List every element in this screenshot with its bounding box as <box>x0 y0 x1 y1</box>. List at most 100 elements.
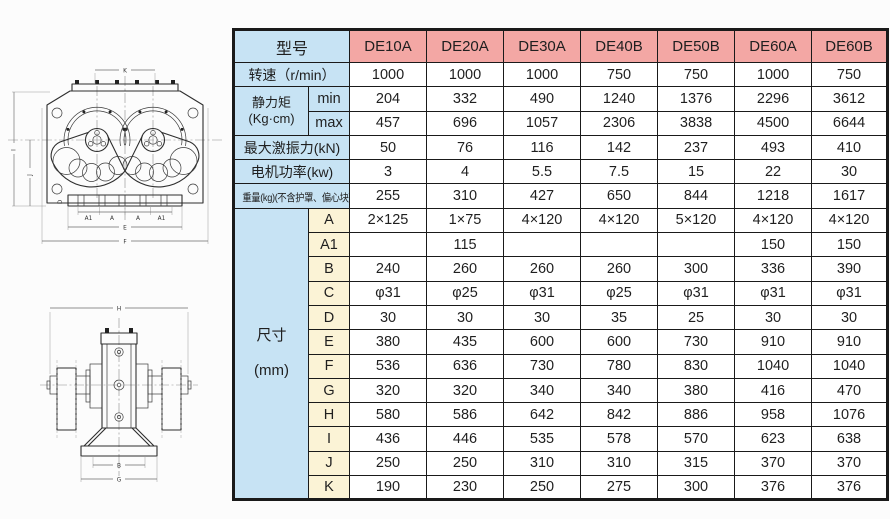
model-header-row: 型号 DE10A DE20A DE30A DE40B DE50B DE60A DE60B <box>232 29 889 63</box>
row-dim-k: K 190 230 250 275 300 376 376 <box>234 475 889 501</box>
dim-label-i: I <box>12 149 18 151</box>
value-static-moment-max-de10a: 457 <box>349 110 428 136</box>
value-dim-a1-de20a: 115 <box>426 232 505 258</box>
sub-label-dim-f: F <box>307 353 351 379</box>
value-dim-k-de10a: 190 <box>349 475 428 501</box>
value-dim-b-de60a: 336 <box>734 256 813 282</box>
row-motor-power: 电机功率(kw) 3 4 5.5 7.5 15 22 30 <box>232 159 889 185</box>
group-label-static-moment-min: 静力矩 (Kg·cm) <box>233 86 309 136</box>
value-dim-i-de50b: 570 <box>657 426 736 452</box>
value-dim-d-de40b: 35 <box>580 304 659 331</box>
sub-label-dim-g: G <box>307 377 351 404</box>
side-view-drawing: H B G <box>40 307 198 484</box>
value-dim-j-de30a: 310 <box>503 450 582 477</box>
value-dim-c-de20a: φ25 <box>426 280 505 306</box>
front-view-dimensions: K A1 A A A1 E F I J D <box>12 69 209 246</box>
value-dim-a-de20a: 1×75 <box>426 207 505 234</box>
value-weight-de50b: 844 <box>657 183 736 209</box>
right-eccentric-rotor <box>119 106 200 188</box>
label-motor-power: 电机功率(kw) <box>232 159 351 185</box>
value-max-exciting-force-de40b: 142 <box>580 134 659 161</box>
sub-label-dim-d: D <box>307 304 351 331</box>
value-dim-k-de30a: 250 <box>503 475 582 501</box>
value-dim-a1-de30a <box>503 232 582 258</box>
value-dim-b-de40b: 260 <box>580 256 659 282</box>
value-static-moment-max-de60b: 6644 <box>811 110 889 136</box>
value-speed-de30a: 1000 <box>503 61 582 88</box>
model-header-de10a: DE10A <box>349 29 428 63</box>
value-dim-i-de20a: 446 <box>426 426 505 452</box>
dim-label-h: H <box>117 307 121 313</box>
value-speed-de20a: 1000 <box>426 61 505 88</box>
sub-label-dim-c: C <box>307 280 351 306</box>
row-dim-a1: A1 115 150 150 <box>234 232 889 258</box>
value-speed-de10a: 1000 <box>349 61 428 88</box>
value-motor-power-de40b: 7.5 <box>580 159 659 185</box>
value-max-exciting-force-de50b: 237 <box>657 134 736 161</box>
value-dim-f-de60b: 1040 <box>811 353 889 379</box>
group-label-line: (mm) <box>254 361 289 379</box>
value-weight-de40b: 650 <box>580 183 659 209</box>
value-dim-k-de40b: 275 <box>580 475 659 501</box>
value-static-moment-min-de60b: 3612 <box>811 86 889 112</box>
value-dim-b-de60b: 390 <box>811 256 889 282</box>
value-dim-a1-de60a: 150 <box>734 232 813 258</box>
value-dim-h-de50b: 886 <box>657 402 736 428</box>
value-motor-power-de60b: 30 <box>811 159 889 185</box>
value-weight-de30a: 427 <box>503 183 582 209</box>
dim-label-k: K <box>123 69 127 75</box>
value-speed-de60a: 1000 <box>734 61 813 88</box>
eccentric-weights <box>46 360 192 438</box>
value-dim-g-de60a: 416 <box>734 377 813 404</box>
value-dim-c-de40b: φ25 <box>580 280 659 306</box>
value-dim-i-de40b: 578 <box>580 426 659 452</box>
dim-label-b: B <box>117 464 121 470</box>
dim-label-a-right: A <box>136 216 140 222</box>
sub-label-dim-b: B <box>307 256 351 282</box>
value-dim-g-de30a: 340 <box>503 377 582 404</box>
value-weight-de60b: 1617 <box>811 183 889 209</box>
group-label-dims: 尺寸 (mm) <box>233 207 309 501</box>
value-dim-i-de10a: 436 <box>349 426 428 452</box>
row-dim-f: F 536 636 730 780 830 1040 1040 <box>234 353 889 379</box>
value-dim-f-de50b: 830 <box>657 353 736 379</box>
value-dim-a-de60b: 4×120 <box>811 207 889 234</box>
value-dim-c-de30a: φ31 <box>503 280 582 306</box>
value-dim-a-de50b: 5×120 <box>657 207 736 234</box>
value-dim-g-de40b: 340 <box>580 377 659 404</box>
value-dim-k-de50b: 300 <box>657 475 736 501</box>
value-static-moment-max-de50b: 3838 <box>657 110 736 136</box>
value-dim-a-de60a: 4×120 <box>734 207 813 234</box>
value-dim-k-de60b: 376 <box>811 475 889 501</box>
value-dim-a-de30a: 4×120 <box>503 207 582 234</box>
group-label-line: (Kg·cm) <box>248 111 295 127</box>
model-header-de60b: DE60B <box>811 29 889 63</box>
value-static-moment-min-de40b: 1240 <box>580 86 659 112</box>
value-static-moment-min-de30a: 490 <box>503 86 582 112</box>
value-motor-power-de50b: 15 <box>657 159 736 185</box>
value-static-moment-min-de60a: 2296 <box>734 86 813 112</box>
value-dim-g-de10a: 320 <box>349 377 428 404</box>
value-dim-a1-de60b: 150 <box>811 232 889 258</box>
model-header-de50b: DE50B <box>657 29 736 63</box>
value-dim-h-de60a: 958 <box>734 402 813 428</box>
value-dim-k-de20a: 230 <box>426 475 505 501</box>
group-label-line: 尺寸 <box>256 327 287 345</box>
value-motor-power-de30a: 5.5 <box>503 159 582 185</box>
dim-label-a-left: A <box>110 216 114 222</box>
value-dim-a-de40b: 4×120 <box>580 207 659 234</box>
value-dim-e-de60b: 910 <box>811 329 889 355</box>
dim-label-e: E <box>123 226 127 232</box>
value-weight-de10a: 255 <box>349 183 428 209</box>
value-static-moment-max-de20a: 696 <box>426 110 505 136</box>
value-dim-h-de60b: 1076 <box>811 402 889 428</box>
value-dim-b-de10a: 240 <box>349 256 428 282</box>
row-dim-e: E 380 435 600 600 730 910 910 <box>234 329 889 355</box>
value-dim-h-de20a: 586 <box>426 402 505 428</box>
value-static-moment-max-de60a: 4500 <box>734 110 813 136</box>
value-dim-e-de10a: 380 <box>349 329 428 355</box>
front-view-drawing: K A1 A A A1 E F I J D <box>8 69 224 246</box>
value-dim-h-de30a: 642 <box>503 402 582 428</box>
dim-label-a1-left: A1 <box>85 216 93 222</box>
base-slots <box>77 195 168 206</box>
